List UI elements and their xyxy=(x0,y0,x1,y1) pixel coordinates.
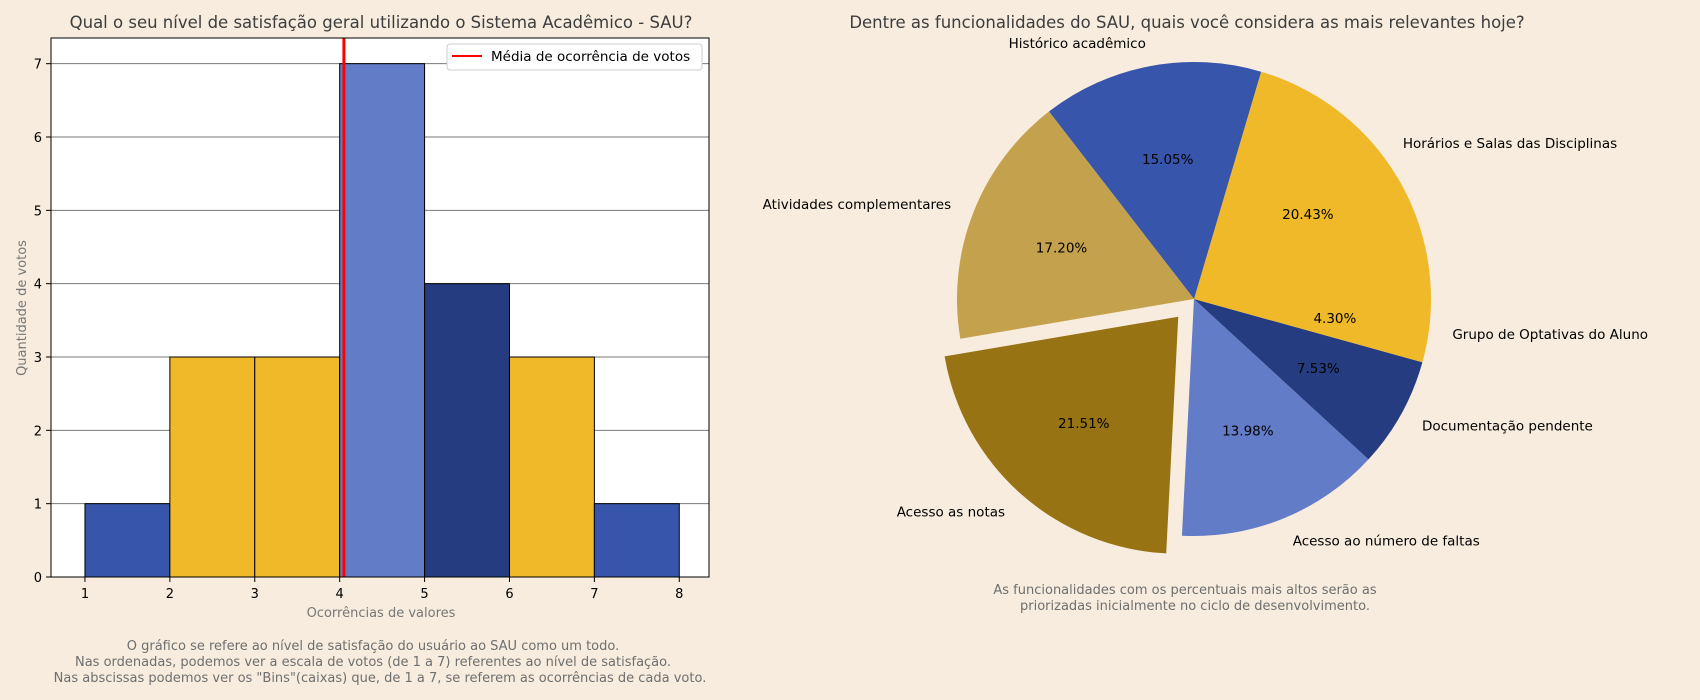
pie-slice-label: Histórico acadêmico xyxy=(1009,36,1146,52)
histogram-caption-line-1: O gráfico se refere ao nível de satisfaç… xyxy=(127,639,620,654)
pie-slice xyxy=(1194,299,1431,363)
x-tick-label: 7 xyxy=(590,587,598,602)
histogram-bar xyxy=(593,503,680,578)
histogram-chart: Qual o seu nível de satisfação geral uti… xyxy=(15,13,710,686)
x-tick-label: 8 xyxy=(675,587,683,602)
pie-percent-label: 15.05% xyxy=(1142,152,1194,168)
pie-labels: Horários e Salas das Disciplinas 20.43% Hi… xyxy=(763,36,1648,550)
pie-percent-label: 17.20% xyxy=(1036,240,1088,256)
pie-caption-line-2: priorizadas inicialmente no ciclo de des… xyxy=(1020,599,1370,614)
pie-percent-label: 20.43% xyxy=(1282,207,1334,223)
legend-box xyxy=(446,43,703,71)
pie-slices xyxy=(944,61,1431,554)
pie-slice xyxy=(944,316,1179,554)
histogram-caption-line-3: Nas abscissas podemos ver os "Bins"(caix… xyxy=(54,671,707,686)
histogram-y-axis-label: Quantidade de votos xyxy=(15,240,30,376)
histogram-caption-line-2: Nas ordenadas, podemos ver a escala de v… xyxy=(75,655,671,670)
pie-slice xyxy=(1048,61,1262,299)
pie-chart: Dentre as funcionalidades do SAU, quais … xyxy=(763,13,1648,614)
histogram-legend: Média de ocorrência de votos xyxy=(446,43,703,71)
y-tick-label: 1 xyxy=(34,498,42,513)
legend-mean-line-label: Média de ocorrência de votos xyxy=(491,49,690,65)
y-tick-label: 4 xyxy=(34,278,42,293)
pie-slice xyxy=(1181,299,1369,536)
histogram-x-axis-label: Ocorrências de valores xyxy=(307,606,456,621)
histogram-bar xyxy=(169,356,256,578)
pie-slice-label: Acesso as notas xyxy=(897,505,1005,521)
histogram-x-ticks: 1 2 3 4 5 6 7 8 xyxy=(81,577,683,602)
pie-percent-label: 21.51% xyxy=(1058,416,1110,432)
pie-caption-line-1: As funcionalidades com os percentuais ma… xyxy=(993,583,1376,598)
pie-slice xyxy=(1194,299,1423,460)
y-tick-label: 3 xyxy=(34,351,42,366)
pie-percent-label: 13.98% xyxy=(1222,424,1274,440)
histogram-bar xyxy=(508,356,595,578)
histogram-y-ticks: 0 1 2 3 4 5 6 7 xyxy=(34,58,51,586)
histogram-bar xyxy=(424,283,510,578)
histogram-title: Qual o seu nível de satisfação geral uti… xyxy=(70,13,693,32)
histogram-bar xyxy=(84,503,171,578)
x-tick-label: 2 xyxy=(166,587,174,602)
pie-slice xyxy=(1194,71,1431,299)
pie-title: Dentre as funcionalidades do SAU, quais … xyxy=(849,13,1524,32)
pie-slice xyxy=(956,111,1194,339)
y-tick-label: 5 xyxy=(34,204,42,219)
x-tick-label: 6 xyxy=(505,587,513,602)
pie-slice-label: Documentação pendente xyxy=(1422,419,1593,435)
pie-slice-label: Acesso ao número de faltas xyxy=(1293,533,1480,549)
pie-slice-label: Grupo de Optativas do Aluno xyxy=(1452,327,1648,343)
x-tick-label: 1 xyxy=(81,587,89,602)
x-tick-label: 3 xyxy=(251,587,259,602)
pie-percent-label: 4.30% xyxy=(1313,311,1356,327)
pie-percent-label: 7.53% xyxy=(1297,361,1340,377)
pie-slice-label: Horários e Salas das Disciplinas xyxy=(1403,136,1617,152)
x-tick-label: 5 xyxy=(420,587,428,602)
histogram-bar xyxy=(254,356,341,578)
y-tick-label: 6 xyxy=(34,131,42,146)
x-tick-label: 4 xyxy=(336,587,344,602)
y-tick-label: 2 xyxy=(34,424,42,439)
pie-slice-label: Atividades complementares xyxy=(763,197,951,213)
y-tick-label: 7 xyxy=(34,58,42,73)
histogram-frame xyxy=(50,37,710,578)
y-tick-label: 0 xyxy=(34,571,42,586)
histogram-bar xyxy=(339,63,426,578)
